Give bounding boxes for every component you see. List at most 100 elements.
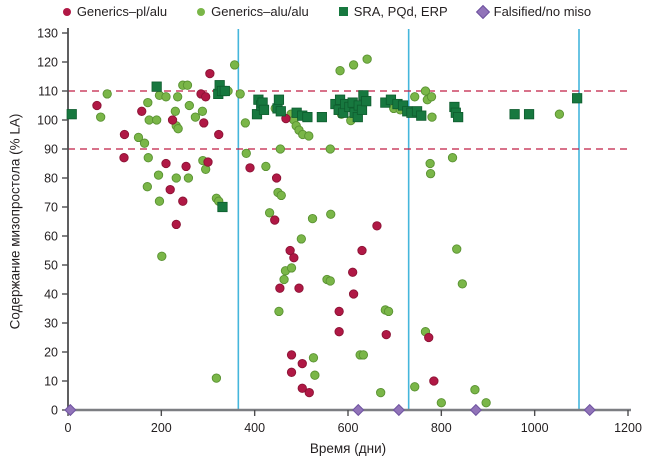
data-point-circle [119, 129, 130, 140]
data-point-diamond [469, 403, 482, 417]
data-point-circle [481, 398, 491, 408]
data-point-circle [275, 144, 285, 154]
data-point-circle [245, 163, 255, 173]
data-point-square [416, 110, 427, 121]
y-tick-label: 60 [44, 230, 58, 244]
legend-item-generics-pl-alu: Generics–pl/alu [62, 4, 168, 19]
data-point-circle [274, 306, 284, 317]
data-point-circle [427, 112, 437, 122]
data-point-circle [173, 92, 183, 102]
data-point-circle [289, 253, 299, 263]
data-point-circle [348, 289, 359, 299]
x-tick-label: 0 [65, 421, 72, 435]
x-tick-label: 200 [151, 421, 172, 435]
data-point-circle [203, 157, 213, 167]
data-point-circle [334, 327, 344, 337]
data-point-circle [205, 68, 215, 79]
x-tick-label: 400 [244, 421, 265, 435]
y-tick-label: 80 [44, 172, 58, 186]
x-axis-title: Время (дни) [309, 441, 387, 456]
data-point-circle [190, 112, 201, 122]
data-point-square [453, 112, 464, 123]
data-point-square [273, 94, 285, 105]
y-tick-label: 90 [44, 143, 58, 157]
data-point-circle [308, 353, 319, 363]
data-point-circle [211, 373, 222, 383]
data-point-circle [307, 213, 318, 224]
legend-label-generics-pl-alu: Generics–pl/alu [76, 4, 168, 19]
data-point-circle [92, 100, 102, 111]
data-point-circle [119, 153, 129, 163]
data-point-circle [335, 66, 345, 76]
data-point-circle [133, 132, 144, 143]
data-point-diamond [392, 403, 405, 417]
data-point-circle [325, 144, 335, 154]
data-point-square [523, 109, 535, 120]
data-point-circle [447, 153, 458, 163]
y-tick-label: 40 [44, 288, 58, 302]
data-point-square [66, 109, 77, 120]
data-point-circle [201, 92, 211, 102]
data-point-circle [270, 215, 280, 225]
data-point-circle [425, 168, 436, 179]
data-point-circle [139, 138, 150, 148]
data-point-circle [183, 173, 194, 183]
data-point-circle [240, 118, 250, 128]
data-point-circle [264, 208, 275, 218]
data-point-circle [281, 113, 291, 124]
data-point-circle [470, 385, 480, 395]
data-point-circle [357, 245, 367, 256]
green-square-marker-icon [338, 7, 348, 16]
legend-label-falsified: Falsified/no miso [493, 4, 592, 19]
legend-label-generics-alu-alu: Generics–alu/alu [211, 4, 309, 19]
data-point-circle [383, 306, 394, 317]
data-point-square [572, 93, 583, 104]
data-point-circle [157, 251, 167, 261]
y-tick-label: 20 [44, 346, 58, 360]
data-point-circle [310, 370, 320, 380]
red-circle-marker-icon [62, 7, 71, 16]
data-point-circle [296, 234, 306, 244]
data-point-circle [285, 245, 295, 256]
data-point-diamond [583, 403, 596, 417]
data-point-circle [376, 387, 386, 398]
data-point-circle [297, 358, 307, 369]
data-point-circle [304, 131, 314, 141]
data-point-circle [325, 276, 335, 286]
data-point-circle [358, 350, 369, 360]
data-point-circle [286, 367, 297, 377]
chart-legend: Generics–pl/alu Generics–alu/alu SRA, PQ… [0, 4, 654, 19]
data-point-circle [297, 383, 307, 393]
data-point-circle [102, 89, 112, 99]
data-point-square [151, 81, 162, 92]
x-tick-label: 600 [338, 421, 359, 435]
y-tick-label: 120 [37, 56, 58, 70]
data-point-circle [276, 190, 286, 201]
data-point-circle [171, 173, 181, 183]
data-point-circle [235, 89, 245, 99]
data-point-circle [142, 182, 152, 192]
x-tick-label: 1200 [614, 421, 642, 435]
data-point-circle [143, 97, 153, 108]
green-circle-marker-icon [197, 7, 206, 16]
legend-item-sra-pqd-erp: SRA, PQd, ERP [338, 4, 448, 19]
data-point-circle [152, 115, 162, 125]
legend-label-sra-pqd-erp: SRA, PQd, ERP [353, 4, 448, 19]
data-point-circle [410, 92, 420, 102]
data-point-circle [426, 92, 437, 102]
data-point-square [316, 112, 327, 123]
data-point-circle [161, 92, 171, 102]
data-point-circle [241, 148, 251, 159]
data-point-circle [381, 329, 391, 340]
data-point-square [275, 106, 286, 117]
y-tick-label: 130 [37, 27, 58, 41]
data-point-circle [275, 283, 285, 293]
data-point-circle [181, 161, 191, 172]
data-point-circle [286, 263, 297, 273]
legend-item-falsified: Falsified/no miso [475, 4, 592, 19]
data-point-circle [410, 382, 420, 392]
data-point-circle [161, 158, 171, 169]
data-point-circle [334, 306, 344, 317]
